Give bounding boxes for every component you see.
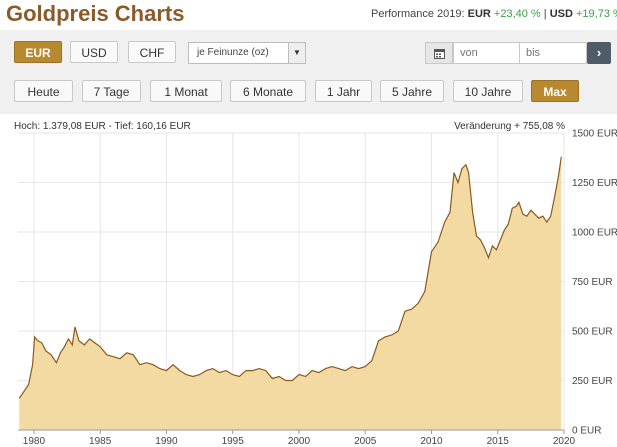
y-tick-label: 1500 EUR	[572, 129, 617, 140]
gold-price-chart: 1500 EUR 1250 EUR 1000 EUR 750 EUR 500 EUR 25…	[18, 129, 617, 447]
x-tick-label: 2020	[553, 436, 576, 447]
y-tick-label: 1000 EUR	[572, 228, 617, 239]
x-tick-label: 2015	[487, 436, 510, 447]
y-tick-label: 750 EUR	[572, 277, 613, 288]
perf-eur-label: EUR	[467, 8, 491, 20]
period-10years-button[interactable]: 10 Jahre	[453, 80, 523, 102]
date-from-input[interactable]	[453, 42, 520, 64]
period-6months-button[interactable]: 6 Monate	[230, 80, 306, 102]
perf-usd-value: +19,73 %	[576, 8, 617, 20]
date-to-input[interactable]	[519, 42, 587, 64]
x-tick-label: 2000	[288, 436, 311, 447]
chevron-right-icon: ›	[596, 45, 602, 60]
date-go-button[interactable]: ›	[587, 42, 611, 64]
page-title: Goldpreis Charts	[6, 1, 185, 26]
period-today-button[interactable]: Heute	[14, 80, 73, 102]
unit-select[interactable]: je Feinunze (oz) ▼	[188, 42, 306, 64]
y-tick-label: 0 EUR	[572, 426, 601, 437]
x-tick-label: 1980	[23, 436, 46, 447]
unit-select-value: je Feinunze (oz)	[197, 47, 269, 58]
x-tick-label: 1995	[222, 436, 245, 447]
currency-usd-button[interactable]: USD	[70, 41, 118, 63]
y-axis: 1500 EUR 1250 EUR 1000 EUR 750 EUR 500 EUR 25…	[572, 129, 617, 437]
period-1month-button[interactable]: 1 Monat	[150, 80, 222, 102]
period-1year-button[interactable]: 1 Jahr	[315, 80, 372, 102]
calendar-icon	[434, 49, 445, 59]
currency-chf-button[interactable]: CHF	[128, 41, 176, 63]
chevron-down-icon[interactable]: ▼	[288, 43, 305, 63]
price-area	[19, 156, 562, 431]
currency-eur-button[interactable]: EUR	[14, 41, 62, 63]
x-tick-label: 1985	[89, 436, 112, 447]
y-tick-label: 250 EUR	[572, 376, 613, 387]
perf-separator: |	[543, 8, 547, 20]
calendar-button[interactable]	[425, 42, 453, 64]
performance-summary: Performance 2019: EUR +23,40 % | USD +19…	[371, 8, 617, 20]
y-tick-label: 1250 EUR	[572, 178, 617, 189]
period-7days-button[interactable]: 7 Tage	[82, 80, 141, 102]
y-tick-label: 500 EUR	[572, 327, 613, 338]
period-max-button[interactable]: Max	[531, 80, 579, 102]
perf-usd-label: USD	[549, 8, 573, 20]
high-low-stat: Hoch: 1.379,08 EUR - Tief: 160,16 EUR	[14, 121, 191, 132]
x-tick-label: 1990	[155, 436, 178, 447]
change-stat: Veränderung + 755,08 %	[454, 121, 565, 132]
x-tick-label: 2005	[354, 436, 377, 447]
performance-prefix: Performance 2019:	[371, 8, 465, 20]
perf-eur-value: +23,40 %	[493, 8, 541, 20]
period-5years-button[interactable]: 5 Jahre	[380, 80, 444, 102]
x-axis: 1980 1985 1990 1995 2000 2005 2010 2015 2020	[18, 429, 576, 447]
price-line	[18, 156, 562, 399]
x-tick-label: 2010	[420, 436, 443, 447]
